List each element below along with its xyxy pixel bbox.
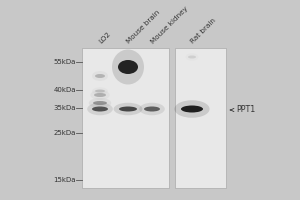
Ellipse shape [90, 90, 110, 100]
Ellipse shape [186, 53, 198, 61]
Text: LO2: LO2 [98, 31, 112, 45]
Text: 40kDa: 40kDa [53, 87, 76, 93]
Ellipse shape [95, 74, 105, 78]
Text: PPT1: PPT1 [230, 106, 255, 114]
Text: Mouse brain: Mouse brain [126, 9, 161, 45]
Ellipse shape [119, 106, 137, 112]
Text: 55kDa: 55kDa [54, 59, 76, 65]
Ellipse shape [188, 55, 196, 58]
Text: 15kDa: 15kDa [53, 177, 76, 183]
Ellipse shape [94, 93, 106, 97]
Ellipse shape [112, 49, 144, 84]
Bar [175, 48, 226, 188]
Ellipse shape [181, 106, 203, 112]
Ellipse shape [93, 101, 107, 105]
Ellipse shape [139, 103, 165, 115]
Text: Mouse kidney: Mouse kidney [150, 5, 189, 45]
Ellipse shape [114, 103, 142, 115]
Ellipse shape [89, 98, 111, 108]
Text: Rat brain: Rat brain [190, 18, 217, 45]
Ellipse shape [92, 87, 108, 95]
Ellipse shape [95, 90, 105, 92]
Ellipse shape [144, 106, 160, 112]
Text: 35kDa: 35kDa [53, 105, 76, 111]
Ellipse shape [118, 60, 138, 74]
Ellipse shape [174, 100, 210, 118]
Text: 25kDa: 25kDa [54, 130, 76, 136]
Ellipse shape [92, 106, 108, 112]
Ellipse shape [92, 71, 108, 81]
Bar [82, 48, 169, 188]
Ellipse shape [87, 103, 113, 115]
